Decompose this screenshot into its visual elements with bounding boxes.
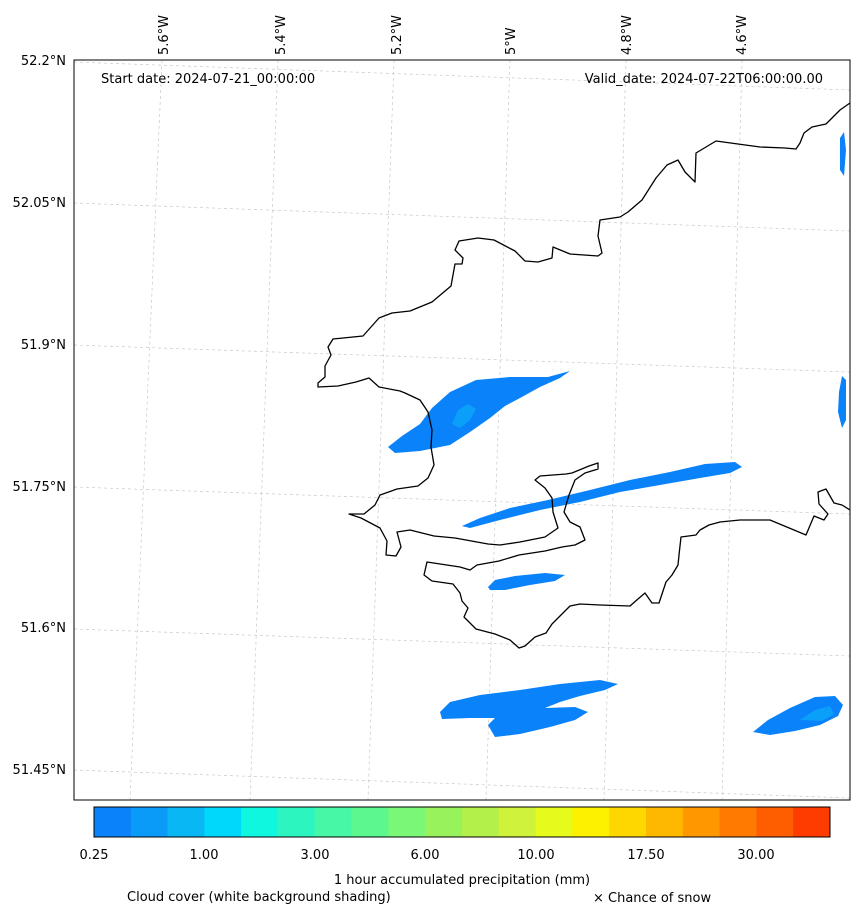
precip-area-south-band (440, 680, 618, 737)
colorbar-tick-label: 0.25 (80, 848, 109, 863)
latitude-labels: 52.2°N 52.05°N 51.9°N 51.75°N 51.6°N 51.… (13, 54, 66, 778)
map-frame (73, 59, 851, 801)
colorbar-swatch (278, 807, 316, 837)
lon-label: 4.6°W (735, 15, 750, 55)
colorbar (94, 807, 831, 837)
precip-core-north-band (452, 404, 476, 428)
precip-area-east-edge-north (840, 132, 846, 176)
coastline (317, 102, 850, 649)
colorbar-swatch (682, 807, 721, 837)
colorbar-tick-label: 30.00 (737, 848, 774, 863)
lon-label: 5.4°W (274, 15, 289, 55)
colorbar-ticks: 0.25 1.00 3.00 6.00 10.00 17.50 30.00 (80, 848, 775, 863)
colorbar-swatch (241, 807, 279, 837)
lat-label: 51.45°N (13, 763, 66, 778)
precipitation-areas (388, 132, 846, 737)
start-date-label: Start date: 2024-07-21_00:00:00 (101, 72, 315, 87)
lat-label: 51.75°N (13, 480, 66, 495)
lat-label: 51.9°N (21, 338, 66, 353)
colorbar-swatch (646, 807, 684, 837)
colorbar-tick-label: 6.00 (411, 848, 440, 863)
colorbar-swatch (314, 807, 353, 837)
longitude-labels: 5.6°W 5.4°W 5.2°W 5°W 4.8°W 4.6°W (157, 15, 750, 55)
colorbar-swatch (572, 807, 610, 837)
lat-label: 52.05°N (13, 196, 66, 211)
lat-label: 51.6°N (21, 621, 66, 636)
colorbar-swatch (609, 807, 647, 837)
lon-label: 4.8°W (620, 15, 635, 55)
precip-area-north-band (388, 371, 570, 453)
precip-core-southeast-patch (800, 706, 834, 721)
colorbar-swatch (388, 807, 426, 837)
precip-area-small-band (488, 573, 565, 590)
colorbar-swatch (756, 807, 794, 837)
colorbar-title: 1 hour accumulated precipitation (mm) (334, 873, 590, 888)
lat-label: 52.2°N (21, 54, 66, 69)
colorbar-swatch (425, 807, 463, 837)
colorbar-swatch (535, 807, 573, 837)
lon-label: 5.6°W (157, 15, 172, 55)
precip-area-central-band (462, 462, 742, 528)
colorbar-tick-label: 3.00 (301, 848, 330, 863)
colorbar-tick-label: 1.00 (190, 848, 219, 863)
colorbar-swatch (351, 807, 389, 837)
colorbar-swatch (204, 807, 242, 837)
lon-label: 5°W (504, 27, 519, 55)
colorbar-swatch (130, 807, 169, 837)
colorbar-swatch (719, 807, 757, 837)
colorbar-swatch (498, 807, 537, 837)
colorbar-tick-label: 17.50 (627, 848, 664, 863)
lon-label: 5.2°W (390, 15, 405, 55)
map-area (74, 60, 850, 800)
colorbar-tick-label: 10.00 (517, 848, 554, 863)
colorbar-swatch (167, 807, 205, 837)
colorbar-swatch (793, 807, 831, 837)
valid-date-label: Valid_date: 2024-07-22T06:00:00.00 (585, 72, 823, 87)
colorbar-swatch (94, 807, 132, 837)
precip-area-southeast-patch (753, 696, 843, 735)
colorbar-frame (93, 806, 831, 838)
snow-legend: × Chance of snow (593, 891, 711, 906)
colorbar-swatch (462, 807, 500, 837)
cloud-cover-legend: Cloud cover (white background shading) (127, 890, 391, 905)
precip-area-east-edge-middle (838, 376, 846, 428)
